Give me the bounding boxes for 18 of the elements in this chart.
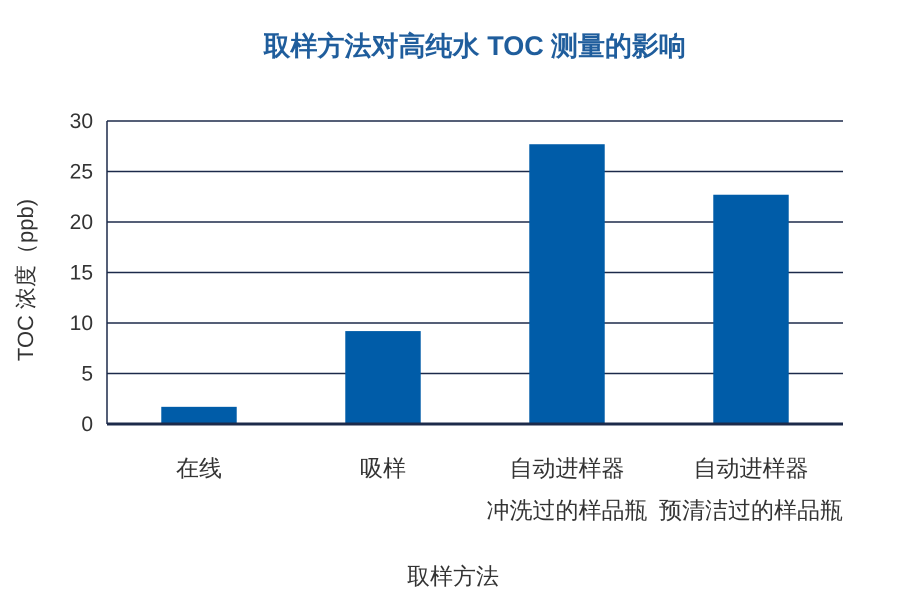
- y-tick-label: 30: [70, 110, 93, 133]
- bar: [161, 406, 237, 424]
- y-tick-label: 10: [70, 312, 93, 335]
- y-tick-label: 20: [70, 211, 93, 234]
- x-tick-label: 自动进样器预清洁过的样品瓶: [659, 455, 843, 523]
- bar: [345, 331, 421, 424]
- chart-title: 取样方法对高纯水 TOC 测量的影响: [262, 31, 686, 61]
- x-tick-label: 自动进样器冲洗过的样品瓶: [486, 455, 648, 523]
- bar: [713, 194, 789, 424]
- y-tick-label: 0: [81, 413, 93, 436]
- y-tick-label: 15: [70, 262, 93, 284]
- x-axis-title: 取样方法: [407, 563, 499, 589]
- bar: [529, 144, 605, 424]
- x-tick-label: 在线: [176, 455, 222, 481]
- y-axis-title: TOC 浓度（ppb): [13, 198, 38, 362]
- x-tick-label: 吸样: [360, 455, 406, 481]
- y-tick-label: 5: [81, 362, 93, 386]
- y-tick-label: 25: [70, 160, 93, 184]
